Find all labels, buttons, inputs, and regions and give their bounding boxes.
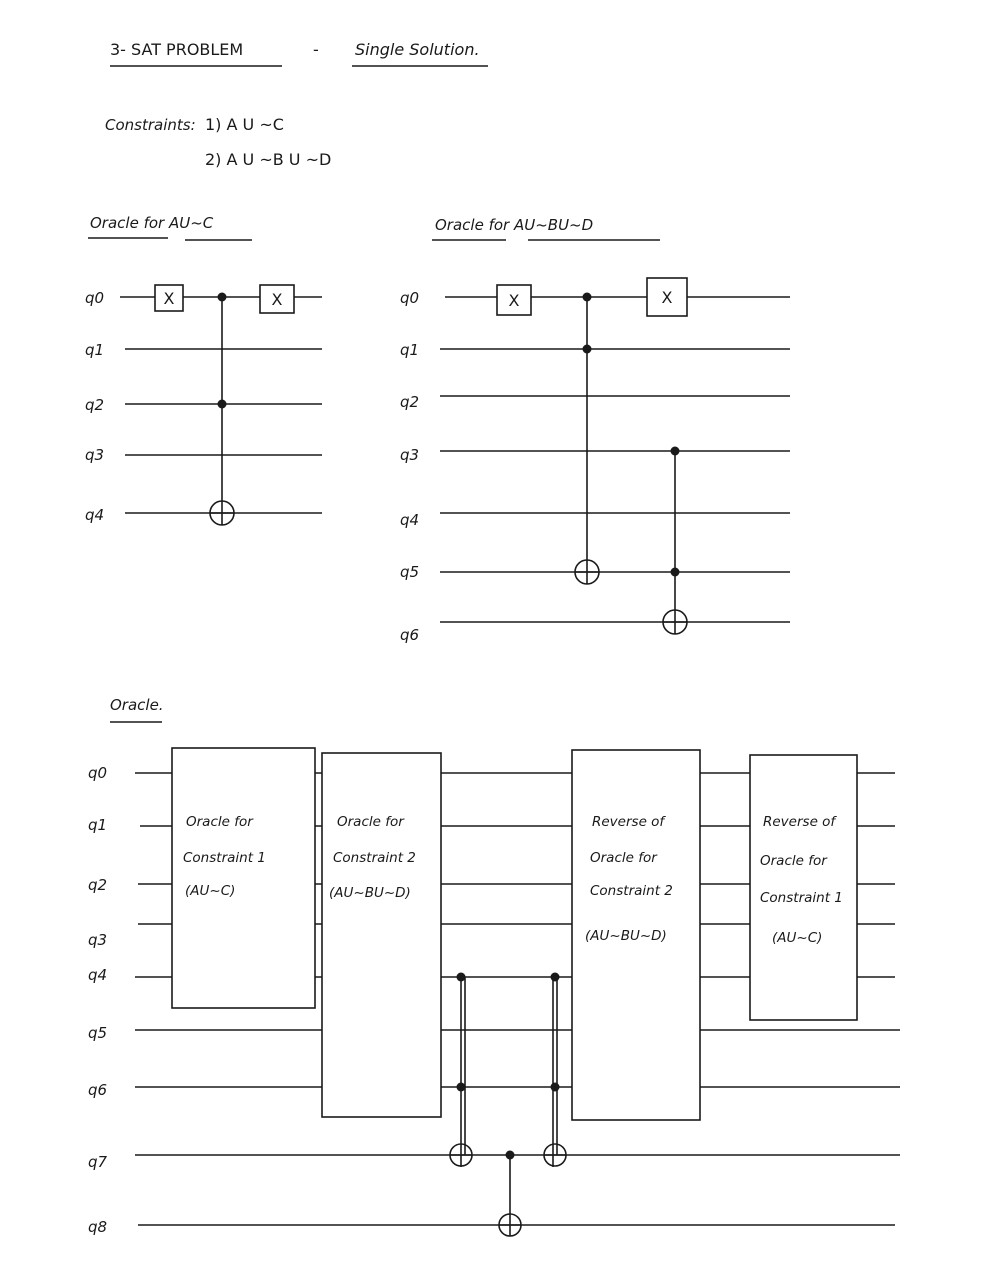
o2-control-dot-q1 — [582, 344, 592, 354]
box-4-line-1: Reverse of — [763, 814, 837, 830]
o2-x-gate-2 — [646, 277, 688, 317]
full-cnot — [498, 1150, 522, 1237]
box-1-line-1: Oracle for — [186, 814, 254, 830]
full-toffoli-1 — [449, 972, 473, 1167]
full-qubit-label-3: q3 — [88, 931, 107, 949]
oracle-2-circuit: Oracle for AU~BU~D q0 q1 q2 q3 q4 q5 q6 … — [400, 216, 790, 644]
page-title: 3- SAT PROBLEM — [110, 40, 243, 59]
oracle-2-title: Oracle for AU~BU~D — [435, 216, 593, 234]
full-control-dot-3b — [550, 1082, 560, 1092]
o2-x-gate-2-label: X — [662, 288, 673, 307]
constraint-1: 1) A U ~C — [205, 115, 284, 134]
o2-qubit-label-0: q0 — [400, 289, 419, 307]
full-wires-upper — [135, 772, 895, 978]
o1-qubit-label-1: q1 — [85, 341, 104, 359]
o1-x-gate-1 — [154, 284, 184, 312]
box-4-line-2: Oracle for — [760, 853, 828, 869]
box-2-line-1: Oracle for — [337, 814, 405, 830]
full-qubit-label-5: q5 — [88, 1024, 107, 1042]
full-qubit-label-2: q2 — [88, 876, 107, 894]
full-qubit-label-6: q6 — [88, 1081, 107, 1099]
full-oracle-title: Oracle. — [110, 696, 164, 714]
box-oracle-constraint-1 — [171, 747, 316, 1009]
o1-qubit-label-2: q2 — [85, 396, 104, 414]
box-4-line-4: (AU~C) — [772, 930, 822, 946]
box-reverse-oracle-constraint-2 — [571, 749, 701, 1121]
page-subtitle: Single Solution. — [355, 40, 480, 59]
box-oracle-constraint-2 — [321, 752, 442, 1118]
o2-control-dot-q0 — [582, 292, 592, 302]
full-control-dot-1a — [456, 972, 466, 982]
o1-qubit-label-0: q0 — [85, 289, 104, 307]
o2-target-xor-2 — [662, 609, 688, 635]
o1-x-gate-1-label: X — [164, 289, 175, 308]
box-4-line-3: Constraint 1 — [760, 890, 843, 906]
o2-qubit-label-5: q5 — [400, 563, 419, 581]
full-qubit-label-7: q7 — [88, 1153, 108, 1171]
full-control-dot-1b — [456, 1082, 466, 1092]
full-qubit-label-1: q1 — [88, 816, 107, 834]
o1-x-gate-2-label: X — [272, 290, 283, 309]
o2-qubit-label-3: q3 — [400, 446, 419, 464]
o2-qubit-label-4: q4 — [400, 511, 419, 529]
oracle-1-circuit: Oracle for AU~C q0 q1 q2 q3 q4 X X — [85, 214, 322, 526]
o2-x-gate-1 — [496, 284, 532, 316]
box-reverse-oracle-constraint-1 — [749, 754, 858, 1021]
box-3-line-1: Reverse of — [592, 814, 666, 830]
full-qubit-label-8: q8 — [88, 1218, 107, 1236]
o1-control-dot-q0 — [217, 292, 227, 302]
box-2-line-3: (AU~BU~D) — [329, 885, 411, 901]
full-qubit-label-4: q4 — [88, 966, 107, 984]
o1-x-gate-2 — [259, 284, 295, 314]
title-dash: - — [313, 40, 319, 59]
full-control-dot-3a — [550, 972, 560, 982]
box-1-line-3: (AU~C) — [185, 883, 235, 899]
box-2-line-2: Constraint 2 — [333, 850, 416, 866]
o1-control-dot-q2 — [217, 399, 227, 409]
full-oracle-circuit: Oracle. q0 q1 q2 q3 q4 q5 q6 q7 q8 Oracl… — [88, 696, 900, 1237]
o1-qubit-label-4: q4 — [85, 506, 104, 524]
o1-target-xor — [209, 500, 235, 526]
o1-qubit-label-3: q3 — [85, 446, 104, 464]
box-3-line-3: Constraint 2 — [590, 883, 673, 899]
constraint-2: 2) A U ~B U ~D — [205, 150, 331, 169]
box-3-line-4: (AU~BU~D) — [585, 928, 667, 944]
o2-control-dot-q5 — [670, 567, 680, 577]
box-1-line-2: Constraint 1 — [183, 850, 266, 866]
o2-qubit-label-1: q1 — [400, 341, 419, 359]
o2-control-dot-q3 — [670, 446, 680, 456]
box-3-line-2: Oracle for — [590, 850, 658, 866]
o2-target-xor-1 — [574, 559, 600, 585]
o2-x-gate-1-label: X — [509, 291, 520, 310]
full-control-dot-2 — [505, 1150, 515, 1160]
oracle-1-title: Oracle for AU~C — [90, 214, 214, 232]
constraints-label: Constraints: — [105, 116, 196, 134]
full-wires-lower — [135, 1029, 900, 1226]
full-toffoli-2 — [543, 972, 567, 1167]
full-qubit-label-0: q0 — [88, 764, 107, 782]
o2-qubit-label-6: q6 — [400, 626, 419, 644]
o2-qubit-label-2: q2 — [400, 393, 419, 411]
